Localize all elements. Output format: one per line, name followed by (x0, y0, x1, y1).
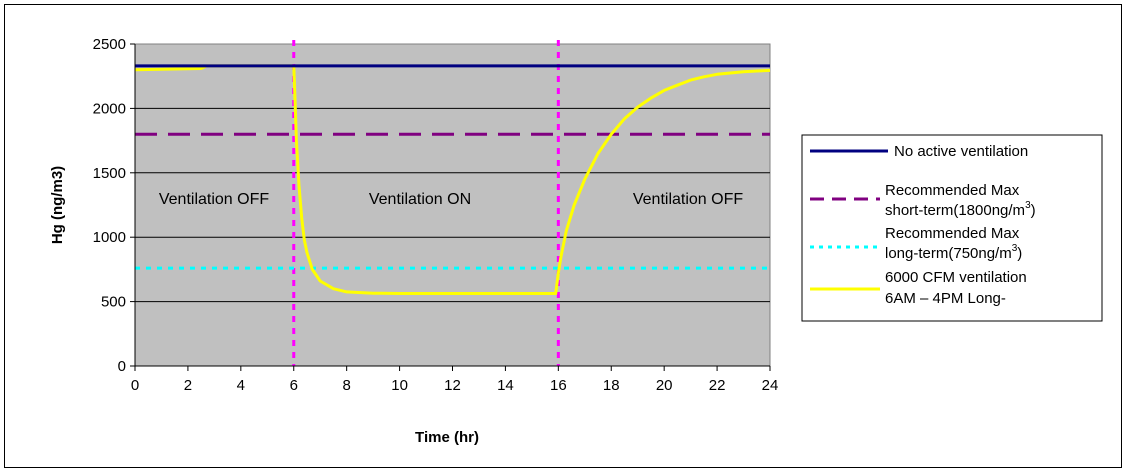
x-tick-label: 2 (184, 377, 192, 394)
legend-long-term-close: ) (1017, 245, 1022, 262)
legend-label-no-active-ventilation: No active ventilation (894, 143, 1028, 160)
x-tick-label: 20 (656, 377, 673, 394)
legend-label-long-term-line1: Recommended Max (885, 225, 1020, 242)
legend: No active ventilation Recommended Max sh… (801, 134, 1103, 322)
x-tick-label: 4 (237, 377, 245, 394)
x-tick-label: 12 (444, 377, 461, 394)
plot-area (134, 43, 771, 367)
legend-label-short-term-line1: Recommended Max (885, 182, 1020, 199)
legend-long-term-superscript: 3 (1012, 243, 1018, 254)
legend-label-long-term-line2: long-term(750ng/m3) (885, 243, 1022, 262)
y-tick-labels: 0 500 1000 1500 2000 2500 (93, 36, 135, 375)
y-tick-label: 500 (101, 294, 126, 311)
y-tick-label: 2000 (93, 100, 126, 117)
legend-short-term-text: short-term(1800ng/m (885, 202, 1025, 219)
x-tick-label: 22 (709, 377, 726, 394)
annotation-ventilation-on: Ventilation ON (369, 191, 471, 208)
x-axis-title: Time (hr) (415, 429, 479, 446)
series-line-3 (134, 64, 771, 295)
legend-short-term-superscript: 3 (1025, 200, 1031, 211)
x-tick-label: 24 (762, 377, 779, 394)
x-tick-label: 8 (342, 377, 350, 394)
legend-long-term-text: long-term(750ng/m (885, 245, 1012, 262)
x-tick-label: 6 (290, 377, 298, 394)
x-tick-labels: 0 2 4 6 8 10 12 14 16 18 20 22 24 (131, 366, 779, 394)
x-tick-label: 16 (550, 377, 567, 394)
gridlines (135, 107, 770, 303)
legend-short-term-close: ) (1031, 202, 1036, 219)
x-tick-label: 14 (497, 377, 514, 394)
y-tick-label: 0 (118, 358, 126, 375)
x-tick-label: 0 (131, 377, 139, 394)
legend-label-short-term-line2: short-term(1800ng/m3) (885, 200, 1036, 219)
legend-label-6000-cfm-line1: 6000 CFM ventilation (885, 269, 1027, 286)
annotation-ventilation-off-left: Ventilation OFF (159, 191, 270, 208)
annotation-ventilation-off-right: Ventilation OFF (633, 191, 744, 208)
x-tick-label: 10 (391, 377, 408, 394)
y-tick-label: 1000 (93, 229, 126, 246)
y-axis-title: Hg (ng/m3) (49, 166, 66, 244)
y-tick-label: 1500 (93, 165, 126, 182)
y-tick-label: 2500 (93, 36, 126, 53)
legend-label-6000-cfm-line2: 6AM – 4PM Long- (885, 290, 1006, 307)
x-tick-label: 18 (603, 377, 620, 394)
series-layer (134, 64, 771, 295)
